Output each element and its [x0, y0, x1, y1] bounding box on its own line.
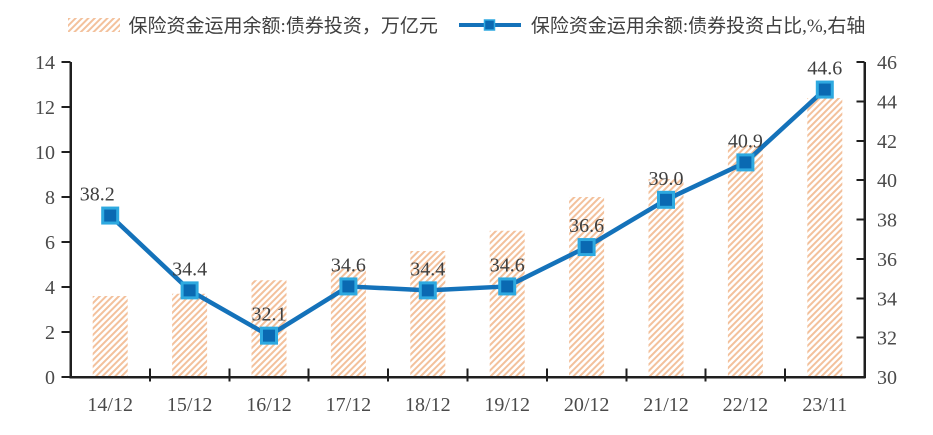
line-marker: [498, 277, 517, 296]
x-axis-label-20/12: 20/12: [564, 394, 610, 416]
x-axis-label-21/12: 21/12: [643, 394, 689, 416]
line-marker: [815, 80, 834, 99]
data-label: 38.2: [80, 184, 115, 206]
line-series: [107, 87, 828, 338]
data-label: 44.6: [807, 58, 842, 80]
line-marker: [577, 238, 596, 257]
bar-14/12: [92, 296, 128, 377]
line-marker: [180, 281, 199, 300]
x-axis-label-18/12: 18/12: [405, 394, 451, 416]
line-marker: [339, 277, 358, 296]
line-marker: [657, 190, 675, 209]
line-marker: [101, 206, 120, 225]
line-marker: [418, 281, 437, 300]
bar-18/12: [410, 251, 446, 377]
data-label: 36.6: [569, 215, 604, 237]
line-series-swatch-icon: [458, 18, 521, 31]
right-axis-tick-label: 42: [877, 131, 897, 153]
data-label: 34.4: [172, 258, 207, 280]
bar-23/11: [807, 98, 843, 377]
right-axis-tick-label: 40: [877, 170, 897, 192]
bar-20/12: [569, 197, 605, 377]
x-axis-label-15/12: 15/12: [167, 394, 213, 416]
data-label: 39.0: [649, 168, 684, 190]
right-axis-tick-label: 34: [877, 288, 897, 310]
left-axis-tick-label: 4: [45, 277, 55, 299]
x-axis-label-14/12: 14/12: [87, 394, 133, 416]
right-axis-tick-label: 36: [877, 249, 897, 271]
right-axis-tick-label: 32: [877, 328, 897, 350]
data-label: 34.4: [410, 258, 445, 280]
bar-19/12: [489, 230, 525, 377]
legend-item-bond-investment: 保险资金运用余额:债券投资，万亿元: [67, 11, 438, 38]
left-axis-tick-label: 2: [45, 322, 55, 344]
left-axis-tick-label: 0: [45, 367, 55, 389]
x-axis-label-16/12: 16/12: [246, 394, 292, 416]
line-marker: [260, 326, 278, 345]
left-axis-tick-label: 12: [35, 97, 55, 119]
legend-bars-label: 保险资金运用余额:债券投资，万亿元: [128, 16, 438, 37]
bar-series-swatch-icon: [67, 17, 120, 32]
chart-legend: 保险资金运用余额:债券投资，万亿元 保险资金运用余额:债券投资占比,%,右轴: [0, 11, 933, 38]
left-axis-tick-label: 10: [35, 142, 55, 164]
data-label: 34.6: [331, 254, 366, 276]
data-label: 34.6: [490, 254, 525, 276]
left-axis-tick-label: 8: [45, 187, 55, 209]
bar-15/12: [172, 293, 208, 377]
x-axis-label-19/12: 19/12: [484, 394, 530, 416]
x-axis-label-23/11: 23/11: [802, 394, 847, 416]
left-axis-tick-label: 6: [45, 232, 55, 254]
legend-line-label: 保险资金运用余额:债券投资占比,%,右轴: [530, 16, 866, 37]
right-axis-tick-label: 38: [877, 210, 897, 232]
x-axis-label-17/12: 17/12: [326, 394, 372, 416]
right-axis-tick-label: 30: [877, 367, 897, 389]
right-axis-tick-label: 46: [877, 52, 897, 74]
bar-22/12: [727, 145, 763, 377]
legend-item-bond-share: 保险资金运用余额:债券投资占比,%,右轴: [458, 11, 866, 38]
bar-21/12: [648, 179, 684, 377]
data-label: 32.1: [252, 304, 287, 326]
left-axis-tick-label: 14: [35, 52, 55, 74]
line-marker: [736, 153, 755, 172]
x-axis-label-22/12: 22/12: [723, 394, 769, 416]
data-label: 40.9: [728, 130, 763, 152]
right-axis-tick-label: 44: [877, 91, 897, 113]
